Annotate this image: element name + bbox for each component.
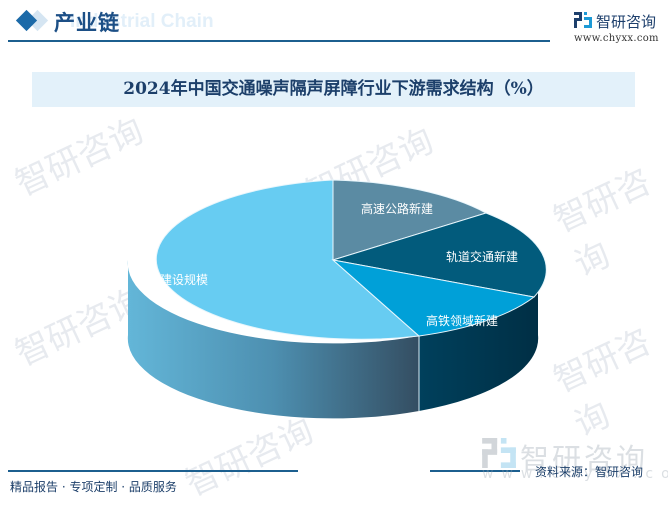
pie-slice-rail[interactable] [332, 212, 547, 298]
chart-title-band: 2024年中国交通噪声隔声屏障行业下游需求结构（%） [32, 72, 635, 107]
pie-side-other [127, 260, 420, 419]
pie-slice-hsr[interactable] [331, 259, 536, 337]
slice-label-highway: 高速公路新建 [361, 202, 434, 216]
source-note: 资料来源：智研咨询 [535, 465, 644, 479]
pie-side-hsr [419, 260, 539, 411]
footer-divider-right [430, 470, 520, 472]
section-title: 产业链 [54, 10, 120, 35]
brand-url: www.chyxx.com [574, 33, 659, 44]
header: Industrial Chain 产业链 智研咨询 www.chyxx.com [0, 0, 668, 45]
brand-logo-icon [574, 12, 592, 28]
pie-slice-highway[interactable] [332, 179, 488, 261]
pie-slice-other[interactable] [155, 179, 421, 340]
footer-watermark: 智研咨询 www.chyxx.com [482, 436, 668, 486]
chart-title: 2024年中国交通噪声隔声屏障行业下游需求结构（%） [123, 79, 544, 99]
header-divider [8, 40, 550, 42]
slice-label-rail: 轨道交通新建 [446, 250, 519, 264]
footer-watermark-url: www.chyxx.com [482, 466, 668, 482]
footer-logo-icon [482, 438, 516, 468]
slice-label-other: 其他建设规模 [136, 273, 209, 287]
footer-divider [8, 470, 298, 472]
slice-label-hsr: 高铁领域新建 [426, 314, 499, 328]
footer-watermark-name: 智研咨询 [520, 442, 649, 476]
footer-tagline: 精品报告 · 专项定制 · 品质服务 [10, 480, 177, 494]
brand-name: 智研咨询 [596, 13, 657, 31]
